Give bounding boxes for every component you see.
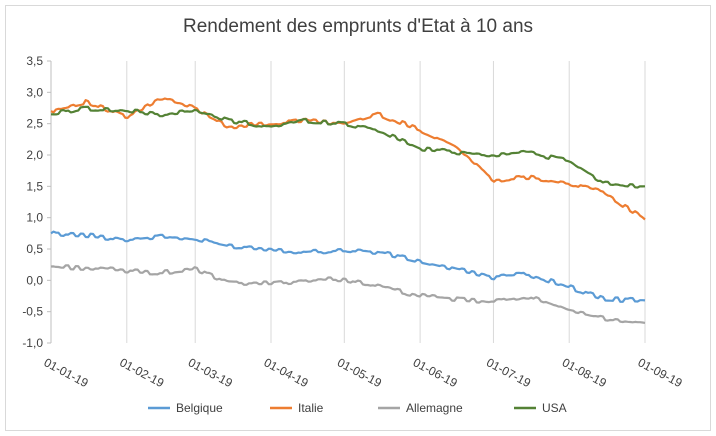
y-tick-label: -0,5	[22, 305, 43, 319]
x-tick-label: 01-04-19	[262, 355, 311, 390]
legend-label-allemagne: Allemagne	[406, 401, 463, 415]
x-tick-label: 01-08-19	[560, 355, 609, 390]
y-tick-label: -1,0	[22, 336, 43, 350]
series-layer	[50, 97, 646, 324]
y-tick-label: 2,5	[26, 117, 43, 131]
legend: Belgique Italie Allemagne USA	[148, 401, 567, 415]
x-tick-label: 01-09-19	[636, 355, 685, 390]
y-tick-label: 2,0	[26, 148, 43, 162]
y-tick-label: 3,5	[26, 54, 43, 68]
series-line-allemagne	[50, 264, 646, 324]
y-tick-label: 3,0	[26, 85, 43, 99]
legend-label-italie: Italie	[298, 401, 324, 415]
series-line-usa	[50, 105, 646, 189]
axes: 01-01-19 01-02-19 01-03-19 01-04-19 01-05-19…	[22, 54, 685, 390]
grid	[50, 61, 646, 343]
x-tick-label: 01-01-19	[42, 355, 91, 390]
series-line-italie	[50, 97, 646, 221]
x-tick-label: 01-02-19	[117, 355, 166, 390]
x-tick-label: 01-03-19	[186, 355, 235, 390]
legend-label-belgique: Belgique	[176, 401, 223, 415]
y-tick-label: 1,0	[26, 211, 43, 225]
y-tick-label: 0,5	[26, 242, 43, 256]
series-line-belgique	[50, 230, 646, 303]
x-tick-label: 01-07-19	[484, 355, 533, 390]
chart-frame	[5, 5, 711, 431]
y-tick-label: 1,5	[26, 179, 43, 193]
x-tick-label: 01-06-19	[411, 355, 460, 390]
chart-title: Rendement des emprunts d'Etat à 10 ans	[183, 16, 533, 37]
x-tick-label: 01-05-19	[335, 355, 384, 390]
y-tick-label: 0,0	[26, 273, 43, 287]
legend-label-usa: USA	[542, 401, 567, 415]
